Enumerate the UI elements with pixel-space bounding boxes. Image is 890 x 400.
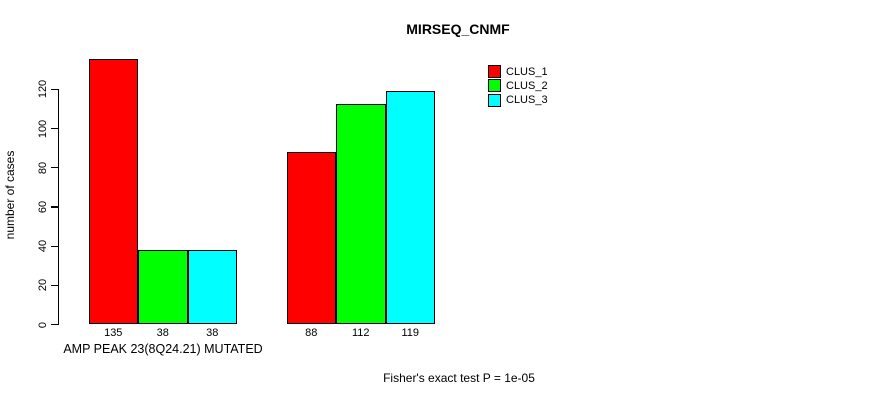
legend-label: CLUS_2 bbox=[506, 79, 548, 92]
y-tick-label: 100 bbox=[37, 119, 49, 138]
y-tick-mark bbox=[51, 206, 59, 208]
bar-clus_3-group2 bbox=[385, 90, 435, 324]
legend-color-swatch bbox=[488, 79, 501, 93]
bar-clus_2-group2 bbox=[336, 104, 386, 324]
y-tick-mark bbox=[51, 88, 59, 91]
y-axis-label: number of cases bbox=[3, 150, 17, 240]
legend-color-swatch bbox=[488, 93, 501, 107]
y-tick-label: 40 bbox=[37, 239, 49, 253]
y-tick-mark bbox=[51, 167, 59, 169]
bar-clus_3-group1 bbox=[187, 249, 237, 324]
legend-label: CLUS_3 bbox=[506, 94, 548, 107]
y-tick-mark bbox=[51, 284, 59, 287]
legend-item-clus_3: CLUS_3 bbox=[488, 93, 548, 107]
y-tick-label: 60 bbox=[37, 200, 49, 214]
bar-clus_1-group2 bbox=[286, 151, 336, 324]
y-tick-mark bbox=[51, 324, 59, 326]
y-tick-label: 0 bbox=[37, 321, 49, 328]
bar-value-label: 38 bbox=[156, 327, 169, 339]
bar-value-label: 119 bbox=[401, 327, 420, 339]
bar-value-label: 135 bbox=[104, 327, 123, 339]
bar-value-label: 38 bbox=[206, 327, 219, 339]
y-tick-mark bbox=[51, 245, 59, 247]
legend-item-clus_2: CLUS_2 bbox=[488, 79, 548, 93]
bar-clus_1-group1 bbox=[88, 59, 138, 324]
legend-color-swatch bbox=[488, 65, 501, 78]
bar-value-label: 88 bbox=[305, 327, 318, 339]
chart-title: MIRSEQ_CNMF bbox=[406, 21, 510, 37]
bar-clus_2-group1 bbox=[138, 249, 188, 324]
x-group-label: AMP PEAK 23(8Q24.21) MUTATED bbox=[63, 342, 263, 356]
legend-item-clus_1: CLUS_1 bbox=[488, 65, 548, 78]
legend-label: CLUS_1 bbox=[506, 65, 548, 78]
y-tick-label: 20 bbox=[37, 279, 49, 292]
bar-value-label: 112 bbox=[351, 327, 370, 339]
y-tick-mark bbox=[51, 128, 59, 130]
y-tick-label: 120 bbox=[37, 80, 49, 99]
y-tick-label: 80 bbox=[37, 161, 49, 174]
footnote-text: Fisher's exact test P = 1e-05 bbox=[383, 371, 535, 385]
